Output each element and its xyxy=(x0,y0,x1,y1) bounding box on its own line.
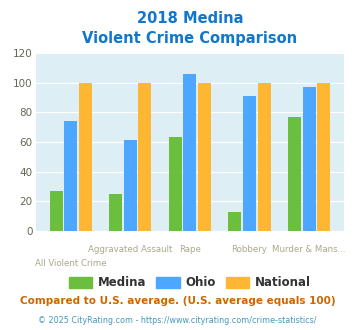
Bar xyxy=(109,194,122,231)
Text: Aggravated Assault: Aggravated Assault xyxy=(88,245,173,254)
Bar xyxy=(184,74,196,231)
Bar xyxy=(64,121,77,231)
Title: 2018 Medina
Violent Crime Comparison: 2018 Medina Violent Crime Comparison xyxy=(82,11,297,46)
Bar xyxy=(79,82,92,231)
Text: Murder & Mans...: Murder & Mans... xyxy=(272,245,346,254)
Bar xyxy=(124,141,137,231)
Text: © 2025 CityRating.com - https://www.cityrating.com/crime-statistics/: © 2025 CityRating.com - https://www.city… xyxy=(38,315,317,325)
Legend: Medina, Ohio, National: Medina, Ohio, National xyxy=(64,272,316,294)
Bar xyxy=(243,96,256,231)
Bar xyxy=(198,82,211,231)
Bar xyxy=(258,82,271,231)
Bar xyxy=(317,82,330,231)
Text: Compared to U.S. average. (U.S. average equals 100): Compared to U.S. average. (U.S. average … xyxy=(20,296,335,306)
Text: Rape: Rape xyxy=(179,245,201,254)
Bar xyxy=(302,87,316,231)
Bar xyxy=(138,82,152,231)
Text: Robbery: Robbery xyxy=(231,245,267,254)
Bar xyxy=(228,212,241,231)
Bar xyxy=(50,191,62,231)
Bar xyxy=(169,138,182,231)
Text: All Violent Crime: All Violent Crime xyxy=(35,259,106,268)
Bar xyxy=(288,117,301,231)
